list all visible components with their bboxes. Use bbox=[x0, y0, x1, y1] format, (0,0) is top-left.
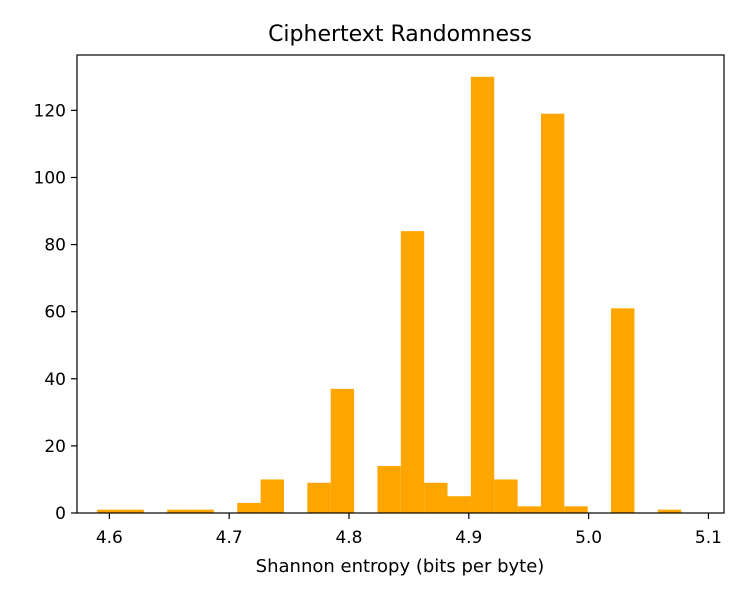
chart-title: Ciphertext Randomness bbox=[268, 22, 532, 47]
histogram-bar-2 bbox=[167, 509, 191, 513]
x-tick-label-3: 4.9 bbox=[455, 528, 482, 548]
histogram-bar-3 bbox=[190, 509, 214, 513]
histogram-bar-16 bbox=[564, 506, 588, 513]
y-tick-label-5: 100 bbox=[34, 168, 66, 188]
histogram-bar-5 bbox=[260, 479, 284, 513]
x-tick-label-2: 4.8 bbox=[335, 528, 362, 548]
y-tick-label-1: 20 bbox=[44, 437, 66, 457]
histogram-bar-15 bbox=[540, 113, 565, 513]
x-axis: 4.6 4.7 4.8 4.9 5.0 5.1 bbox=[96, 513, 722, 548]
bars-group bbox=[97, 76, 682, 513]
histogram-bar-12 bbox=[470, 76, 495, 513]
histogram-bar-1 bbox=[120, 509, 144, 513]
y-axis: 0 20 40 60 80 100 120 bbox=[34, 101, 77, 524]
x-tick-label-1: 4.7 bbox=[216, 528, 243, 548]
x-tick-label-4: 5.0 bbox=[575, 528, 602, 548]
y-tick-label-6: 120 bbox=[34, 101, 66, 121]
y-tick-label-2: 40 bbox=[44, 370, 66, 390]
y-tick-label-3: 60 bbox=[44, 303, 66, 323]
histogram-bar-13 bbox=[494, 479, 518, 513]
x-axis-label: Shannon entropy (bits per byte) bbox=[256, 556, 545, 577]
histogram-bar-7 bbox=[330, 388, 355, 513]
histogram-bar-18 bbox=[657, 509, 682, 513]
y-tick-label-4: 80 bbox=[44, 236, 66, 256]
histogram-bar-9 bbox=[400, 231, 425, 513]
histogram-bar-17 bbox=[611, 308, 635, 513]
y-tick-label-0: 0 bbox=[55, 504, 66, 524]
x-tick-label-0: 4.6 bbox=[96, 528, 123, 548]
histogram-bar-10 bbox=[424, 482, 448, 513]
histogram-bar-8 bbox=[377, 466, 401, 513]
x-tick-label-5: 5.1 bbox=[695, 528, 722, 548]
histogram-bar-14 bbox=[517, 506, 541, 513]
histogram-bar-0 bbox=[97, 509, 121, 513]
histogram-bar-6 bbox=[307, 482, 331, 513]
histogram-bar-11 bbox=[447, 496, 471, 513]
plot-frame bbox=[76, 54, 725, 514]
histogram-bar-4 bbox=[237, 502, 261, 513]
